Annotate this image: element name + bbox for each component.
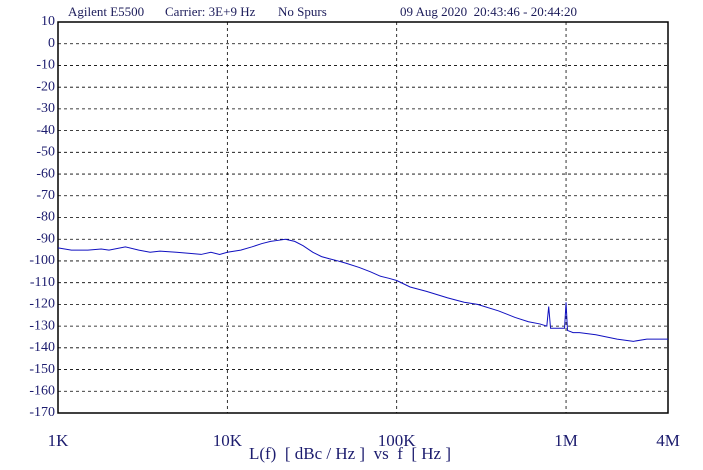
- y-tick-label: -120: [29, 297, 55, 312]
- y-tick-label: -170: [29, 405, 55, 420]
- x-tick-label: 10K: [213, 431, 243, 450]
- y-tick-label: -100: [29, 253, 55, 268]
- instrument: Agilent E5500: [68, 4, 144, 19]
- y-tick-label: -160: [29, 383, 55, 398]
- y-tick-label: -110: [30, 275, 55, 290]
- y-tick-label: 0: [48, 36, 55, 51]
- y-tick-label: -80: [36, 210, 55, 225]
- carrier: Carrier: 3E+9 Hz: [165, 4, 256, 19]
- date: 09 Aug 2020 20:43:46 - 20:44:20: [400, 4, 577, 19]
- x-tick-label: 1M: [554, 431, 578, 450]
- y-tick-label: -150: [29, 362, 55, 377]
- y-tick-label: -60: [36, 166, 55, 181]
- x-tick-label: 100K: [378, 431, 417, 450]
- spurs: No Spurs: [278, 4, 327, 19]
- y-tick-label: -50: [36, 145, 55, 160]
- y-tick-label: -90: [36, 231, 55, 246]
- y-tick-label: -30: [36, 101, 55, 116]
- trace: [57, 238, 668, 342]
- y-tick-label: -10: [36, 58, 55, 73]
- x-tick-label: 1K: [48, 431, 70, 450]
- y-tick-label: -20: [36, 79, 55, 94]
- x-axis-label: L(f) [ dBc / Hz ] vs f [ Hz ]: [249, 444, 451, 463]
- y-tick-label: -70: [36, 188, 55, 203]
- x-tick-label: 4M: [656, 431, 680, 450]
- y-tick-label: -40: [36, 123, 55, 138]
- y-tick-label: 10: [41, 14, 55, 29]
- y-tick-label: -130: [29, 318, 55, 333]
- y-tick-label: -140: [29, 340, 55, 355]
